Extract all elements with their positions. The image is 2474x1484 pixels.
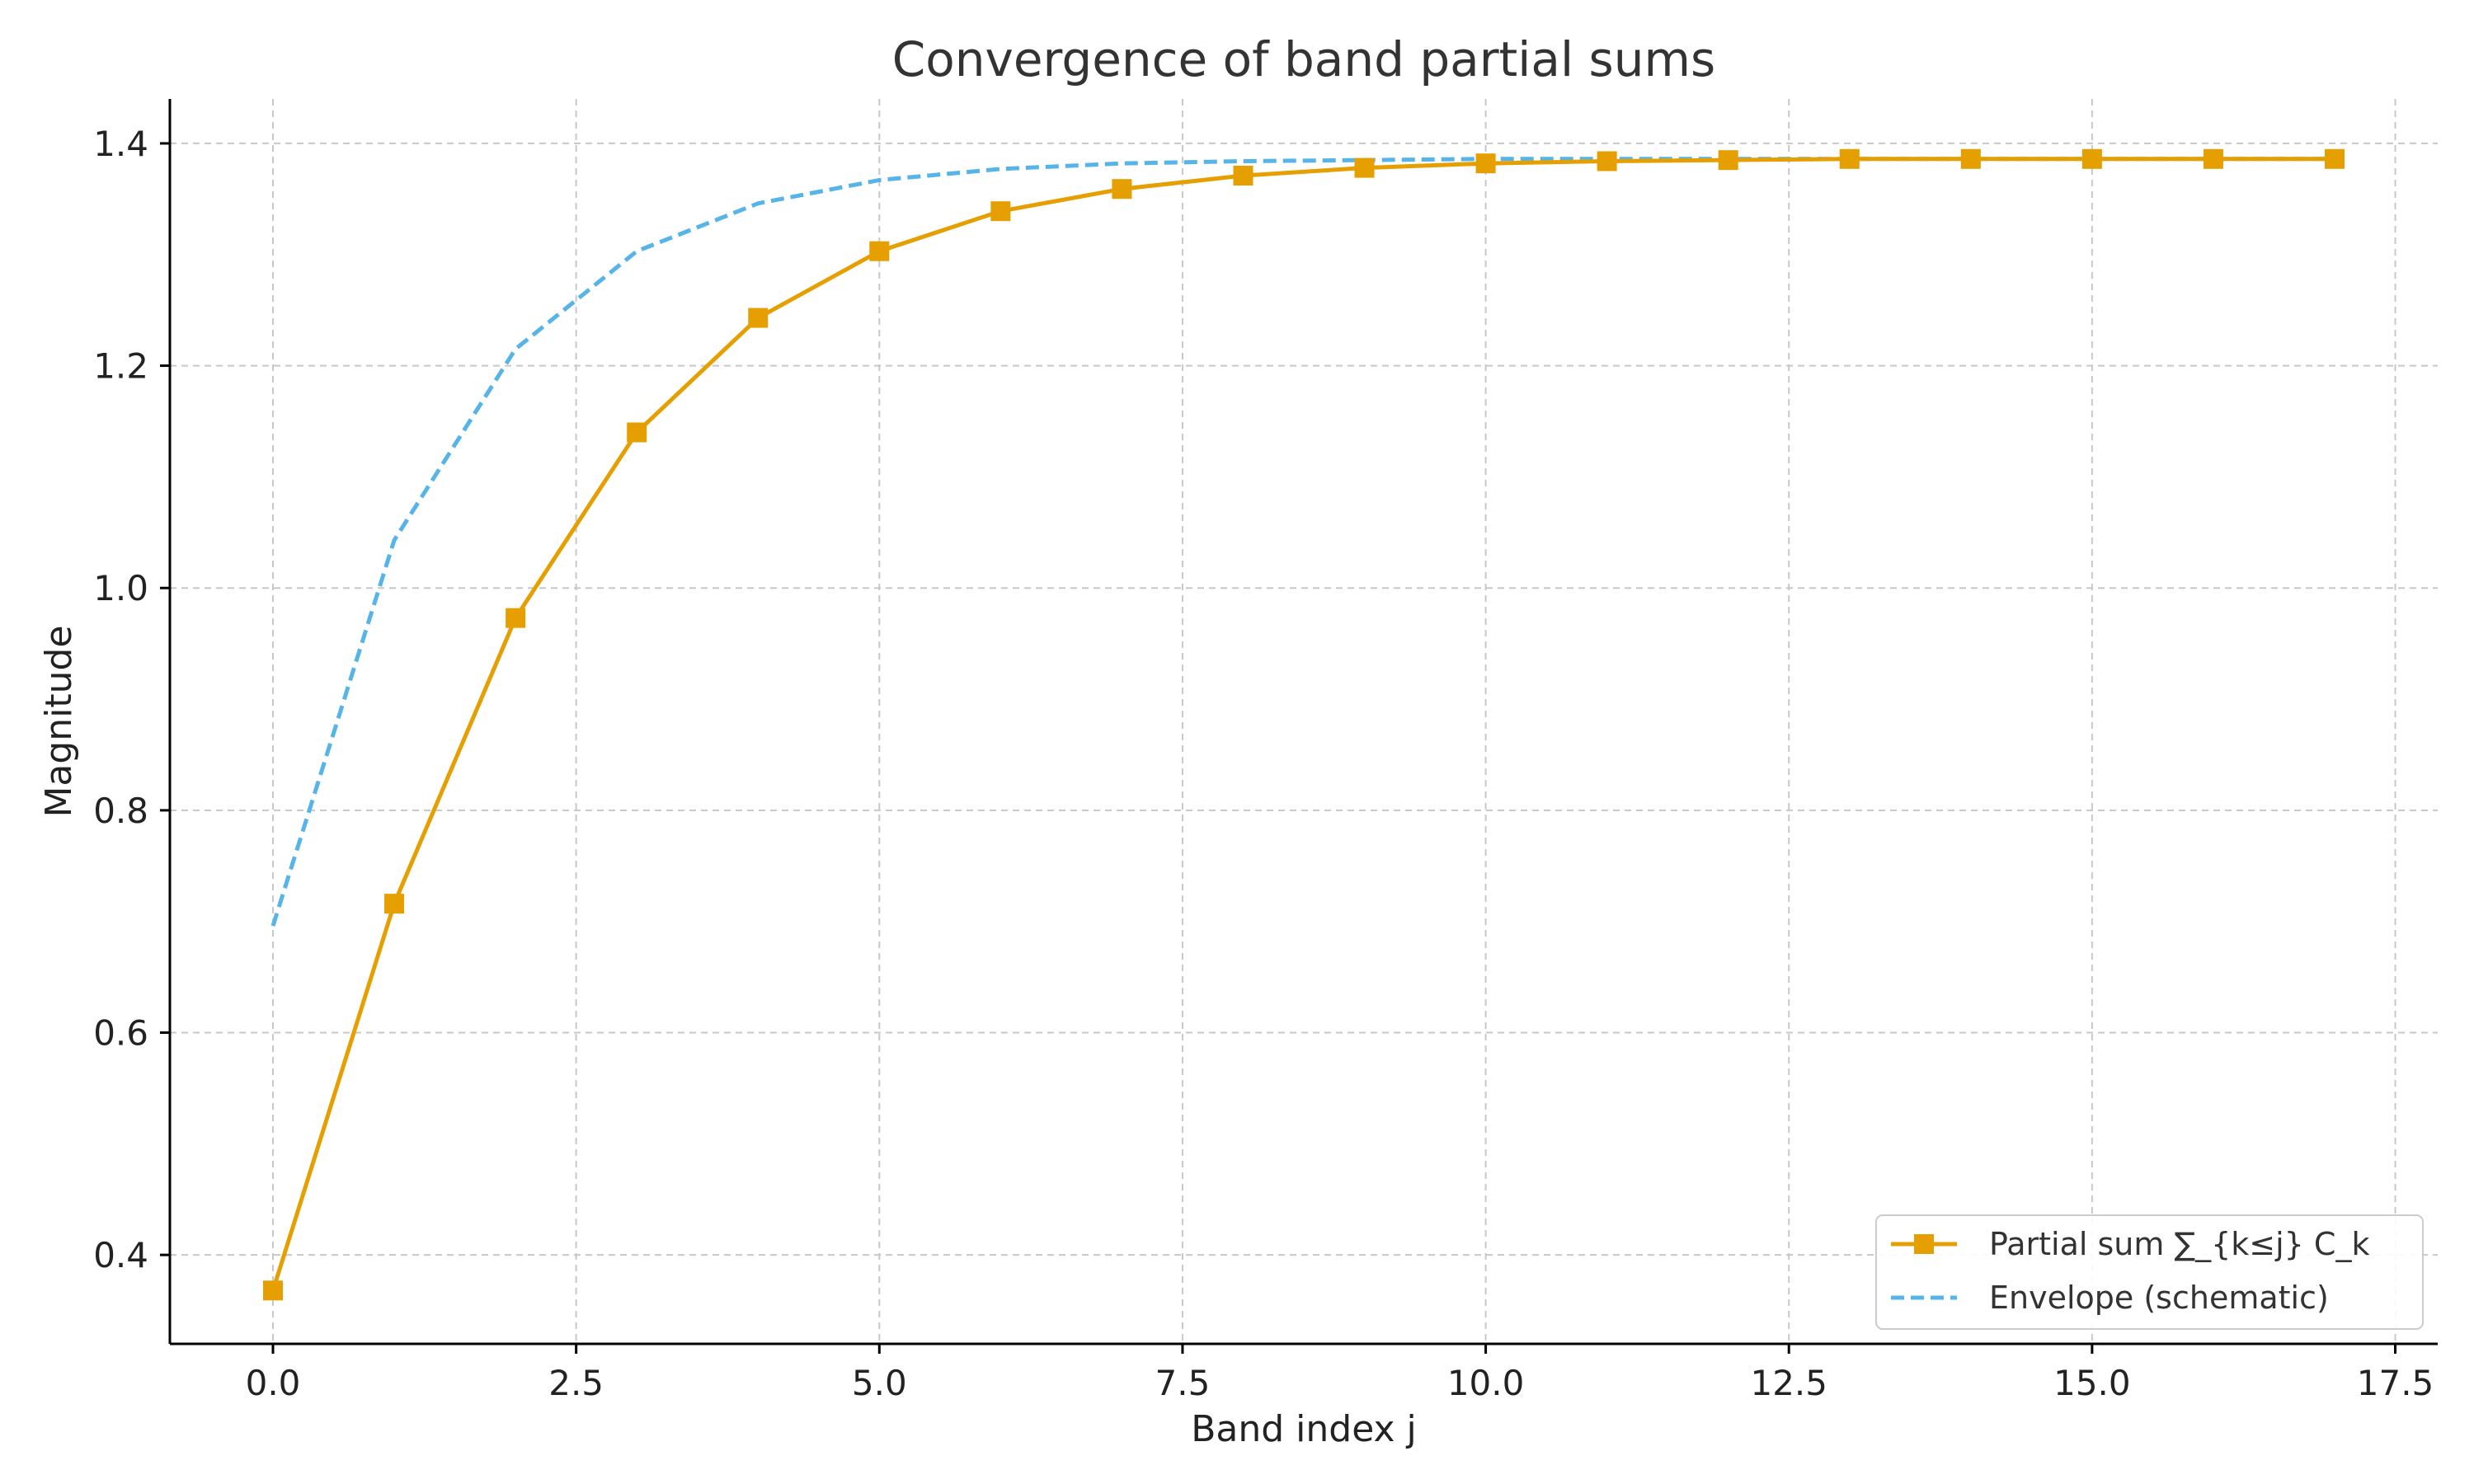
partial-sum-point — [1839, 148, 1860, 169]
x-tick-label: 17.5 — [2357, 1363, 2434, 1403]
x-tick-label: 0.0 — [246, 1363, 301, 1403]
x-tick-label: 2.5 — [548, 1363, 604, 1403]
x-tick-label: 7.5 — [1155, 1363, 1211, 1403]
y-tick-label: 0.8 — [93, 791, 148, 831]
partial-sum-point — [1354, 157, 1375, 178]
partial-sum-point — [2203, 148, 2223, 169]
y-tick-label: 1.2 — [93, 346, 148, 387]
partial-sum-line — [270, 157, 2335, 1292]
partial-sum-point — [869, 241, 890, 261]
partial-sum-point — [1233, 166, 1253, 186]
partial-sum-point — [506, 608, 526, 628]
series-partial-sum — [263, 148, 2345, 1301]
legend-label-envelope: Envelope (schematic) — [1989, 1280, 2329, 1316]
partial-sum-point — [2081, 148, 2102, 169]
partial-sum-point — [1718, 150, 1738, 171]
partial-sum-point — [990, 201, 1011, 222]
x-axis-label: Band index j — [1191, 1408, 1417, 1450]
legend-label-partial-sum: Partial sum ∑_{k≤j} C_k — [1989, 1226, 2369, 1262]
series-layer — [263, 148, 2345, 1301]
x-tick-label: 10.0 — [1447, 1363, 1525, 1403]
ticks: 0.0 2.5 5.0 7.5 10.0 12.5 15.0 17.5 0.4 0.6 0.8 1.0… — [93, 124, 2434, 1403]
envelope-line — [270, 157, 2335, 927]
partial-sum-point — [2325, 148, 2345, 169]
y-tick-label: 1.0 — [93, 568, 148, 608]
y-tick-label: 0.6 — [93, 1013, 148, 1054]
y-tick-label: 1.4 — [93, 124, 148, 164]
x-tick-label: 5.0 — [852, 1363, 907, 1403]
partial-sum-point — [1597, 151, 1617, 171]
grid — [170, 99, 2438, 1344]
partial-sum-point — [263, 1280, 283, 1301]
x-tick-label: 12.5 — [1750, 1363, 1827, 1403]
legend: Partial sum ∑_{k≤j} C_k Envelope (schema… — [1875, 1214, 2424, 1330]
chart-title: Convergence of band partial sums — [892, 31, 1715, 87]
y-axis-label: Magnitude — [38, 625, 80, 817]
partial-sum-point — [1475, 153, 1496, 174]
y-tick-label: 0.4 — [93, 1235, 148, 1275]
partial-sum-point — [748, 308, 769, 328]
x-tick-label: 15.0 — [2053, 1363, 2131, 1403]
series-envelope — [270, 157, 2335, 927]
partial-sum-point — [1960, 148, 1981, 169]
partial-sum-point — [627, 422, 647, 443]
partial-sum-point — [1112, 179, 1132, 200]
axes — [168, 99, 2438, 1345]
partial-sum-point — [384, 894, 405, 914]
legend-marker-partial-sum — [1914, 1234, 1934, 1254]
legend-box — [1875, 1214, 2424, 1330]
